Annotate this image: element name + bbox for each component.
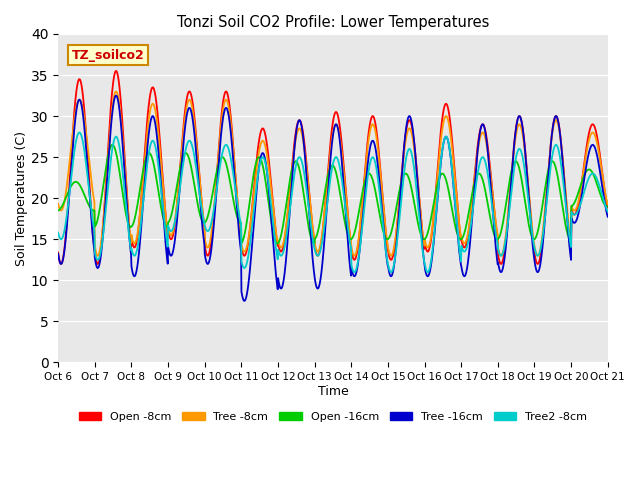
Tree -8cm — [419, 232, 427, 238]
Tree -16cm — [177, 172, 184, 178]
Y-axis label: Soil Temperatures (C): Soil Temperatures (C) — [15, 131, 28, 266]
Tree -8cm — [604, 202, 612, 207]
Tree -8cm — [540, 225, 547, 231]
Open -8cm — [113, 68, 120, 74]
Open -16cm — [604, 204, 612, 209]
Open -8cm — [54, 250, 62, 255]
Tree -16cm — [419, 247, 427, 253]
Tree2 -8cm — [177, 179, 184, 185]
Open -16cm — [177, 162, 184, 168]
Tree -8cm — [54, 201, 62, 206]
Open -8cm — [419, 231, 426, 237]
Open -16cm — [238, 239, 246, 245]
Tree -16cm — [604, 214, 612, 220]
Open -8cm — [497, 261, 505, 267]
Tree -8cm — [113, 89, 120, 95]
Legend: Open -8cm, Tree -8cm, Open -16cm, Tree -16cm, Tree2 -8cm: Open -8cm, Tree -8cm, Open -16cm, Tree -… — [74, 408, 591, 426]
Open -16cm — [540, 198, 547, 204]
Tree2 -8cm — [540, 230, 547, 236]
Tree2 -8cm — [76, 130, 83, 135]
Line: Tree -16cm: Tree -16cm — [58, 96, 608, 301]
Tree -16cm — [491, 232, 499, 238]
Tree -16cm — [238, 293, 246, 299]
X-axis label: Time: Time — [317, 385, 348, 398]
Tree -8cm — [491, 211, 499, 216]
Title: Tonzi Soil CO2 Profile: Lower Temperatures: Tonzi Soil CO2 Profile: Lower Temperatur… — [177, 15, 489, 30]
Tree2 -8cm — [419, 249, 427, 255]
Open -16cm — [310, 240, 318, 246]
Open -16cm — [54, 207, 62, 213]
Tree -8cm — [238, 245, 246, 251]
Text: TZ_soilco2: TZ_soilco2 — [72, 49, 145, 62]
Tree -16cm — [163, 258, 171, 264]
Open -8cm — [604, 204, 612, 210]
Tree2 -8cm — [351, 269, 358, 275]
Tree -8cm — [177, 159, 184, 165]
Line: Tree2 -8cm: Tree2 -8cm — [58, 132, 608, 272]
Tree2 -8cm — [238, 262, 246, 267]
Open -16cm — [109, 142, 116, 148]
Open -8cm — [163, 229, 171, 235]
Open -16cm — [419, 236, 427, 241]
Open -16cm — [163, 224, 171, 230]
Tree2 -8cm — [491, 223, 499, 229]
Tree -8cm — [387, 253, 395, 259]
Tree -16cm — [54, 251, 62, 257]
Tree2 -8cm — [163, 241, 171, 247]
Tree -16cm — [241, 298, 248, 304]
Open -8cm — [540, 231, 547, 237]
Line: Open -16cm: Open -16cm — [58, 145, 608, 243]
Line: Open -8cm: Open -8cm — [58, 71, 608, 264]
Tree -16cm — [113, 93, 120, 98]
Tree -16cm — [540, 238, 547, 243]
Open -16cm — [491, 233, 499, 239]
Open -8cm — [177, 156, 184, 162]
Tree2 -8cm — [604, 208, 612, 214]
Line: Tree -8cm: Tree -8cm — [58, 92, 608, 256]
Tree2 -8cm — [54, 230, 62, 236]
Tree -8cm — [163, 227, 171, 233]
Open -8cm — [490, 208, 498, 214]
Open -8cm — [238, 249, 246, 254]
